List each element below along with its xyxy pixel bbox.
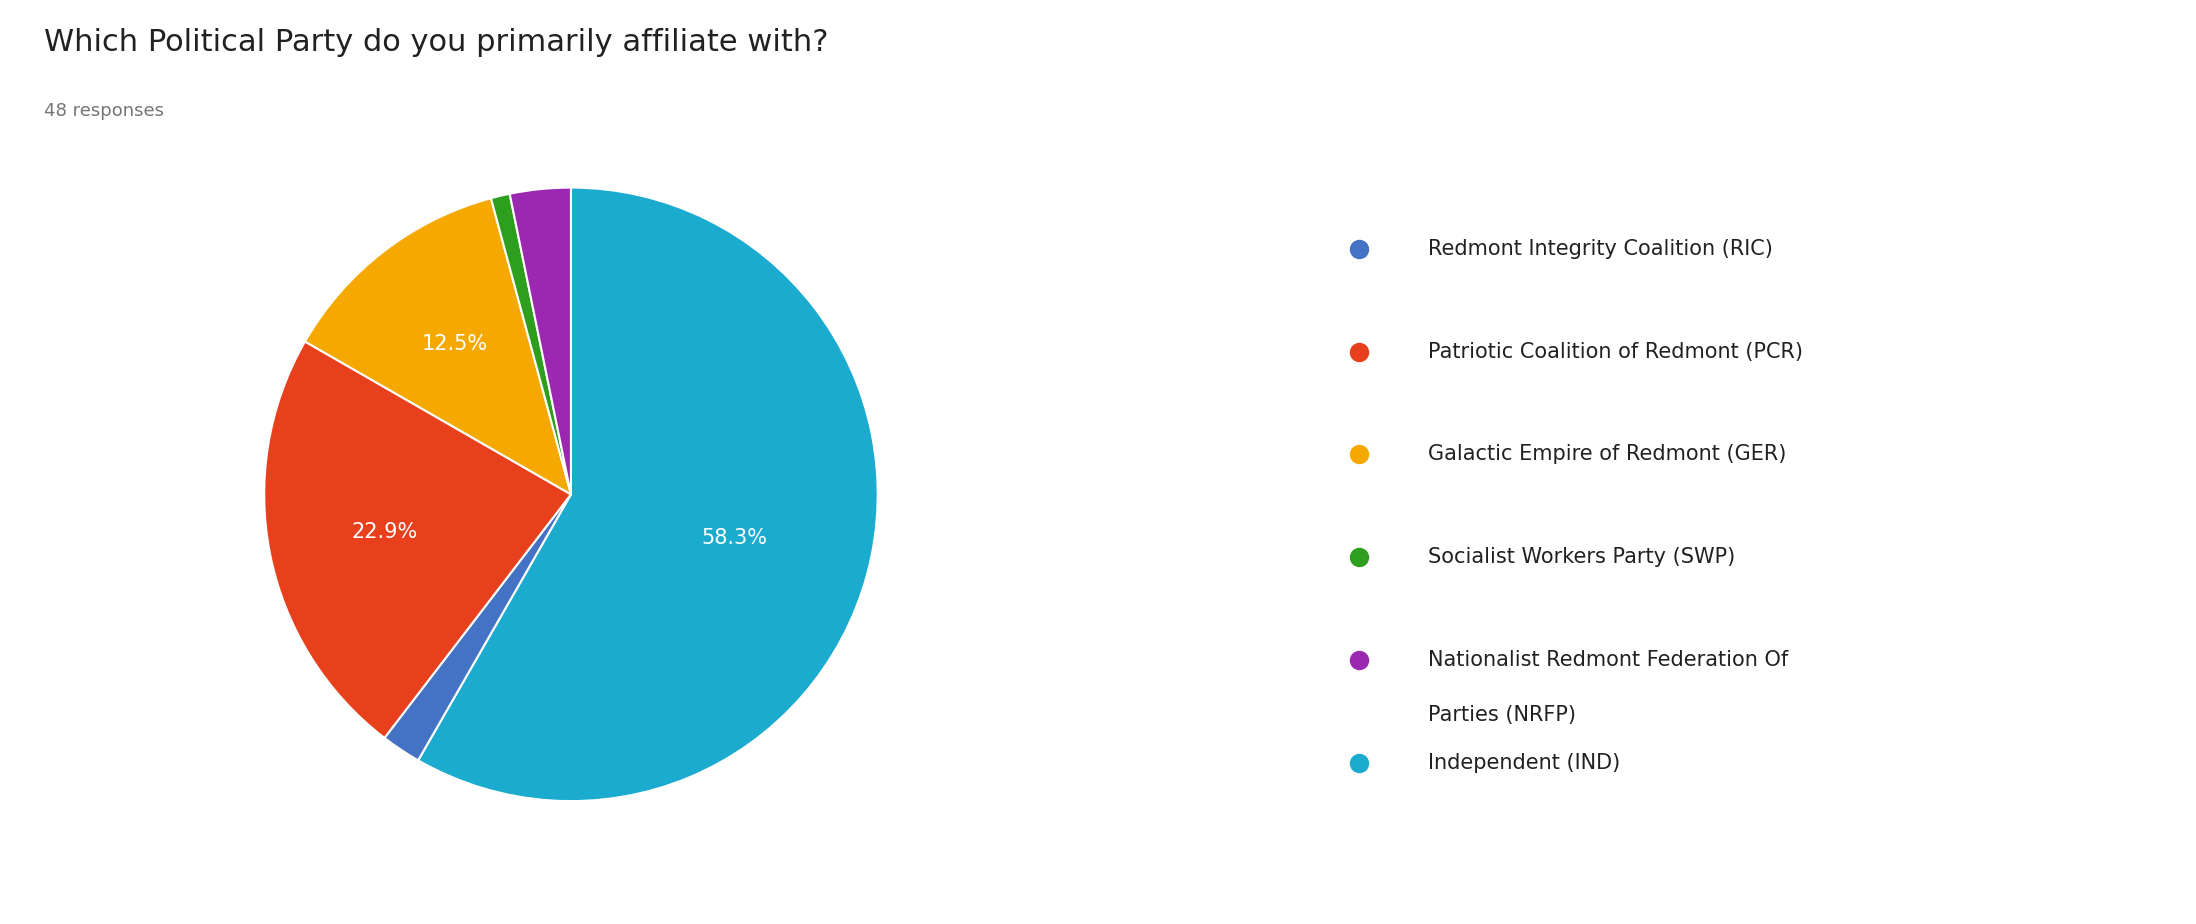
- Wedge shape: [417, 188, 878, 801]
- Text: Parties (NRFP): Parties (NRFP): [1427, 705, 1577, 725]
- Wedge shape: [264, 342, 571, 738]
- Text: Independent (IND): Independent (IND): [1427, 753, 1621, 772]
- Text: 58.3%: 58.3%: [701, 528, 766, 548]
- Text: Galactic Empire of Redmont (GER): Galactic Empire of Redmont (GER): [1427, 444, 1785, 465]
- Wedge shape: [305, 198, 571, 494]
- Text: 22.9%: 22.9%: [351, 522, 417, 541]
- Text: 12.5%: 12.5%: [422, 334, 488, 354]
- Text: Patriotic Coalition of Redmont (PCR): Patriotic Coalition of Redmont (PCR): [1427, 342, 1803, 361]
- Text: Socialist Workers Party (SWP): Socialist Workers Party (SWP): [1427, 547, 1735, 567]
- Text: Redmont Integrity Coalition (RIC): Redmont Integrity Coalition (RIC): [1427, 239, 1772, 259]
- Wedge shape: [509, 188, 571, 494]
- Text: Which Political Party do you primarily affiliate with?: Which Political Party do you primarily a…: [44, 28, 828, 56]
- Text: 48 responses: 48 responses: [44, 102, 165, 119]
- Wedge shape: [384, 494, 571, 760]
- Text: Nationalist Redmont Federation Of: Nationalist Redmont Federation Of: [1427, 650, 1788, 670]
- Wedge shape: [492, 194, 571, 494]
